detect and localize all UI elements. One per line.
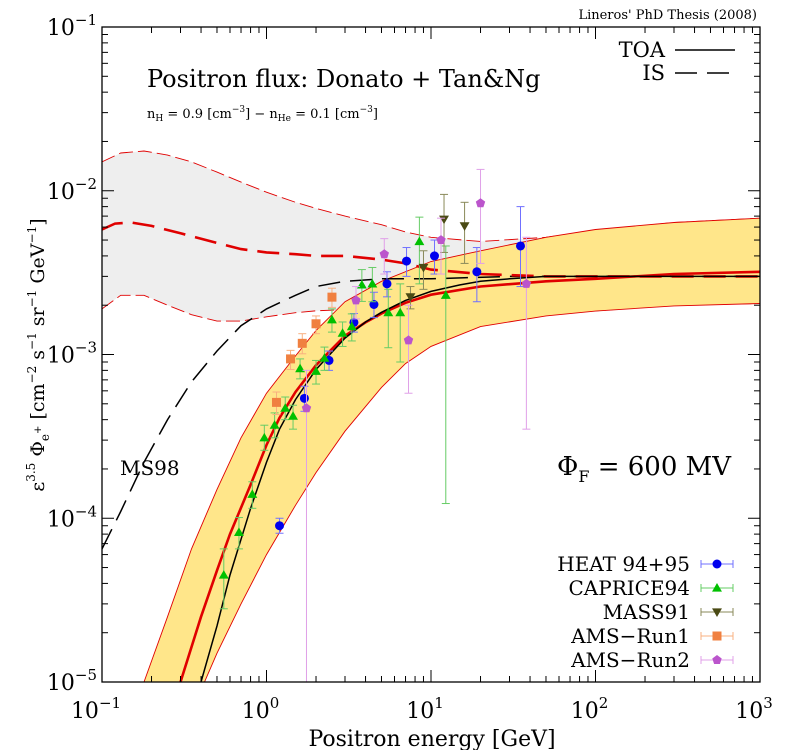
data-point [440, 290, 451, 299]
chart-subtitle: nH = 0.9 [cm−3] − nHe = 0.1 [cm−3] [147, 105, 378, 124]
data-point [337, 328, 348, 337]
data-point [515, 241, 525, 251]
data-point [275, 521, 285, 531]
toa-uncertainty-band-lower-edge [204, 303, 760, 682]
legend-marker [712, 559, 722, 569]
y-axis-label: ε3.5 Φe+ [cm−2 s−1 sr−1 GeV−1] [24, 218, 52, 491]
series-heat-94-95 [275, 206, 525, 534]
x-tick-label: 101 [406, 694, 444, 724]
data-point [288, 411, 298, 420]
y-tick-label: 10−3 [47, 339, 97, 369]
legend-label: HEAT 94+95 [557, 552, 690, 576]
line-legend: TOA IS [619, 38, 735, 85]
data-point [521, 278, 532, 288]
data-point [346, 321, 357, 331]
data-point [383, 307, 394, 317]
series-ams-run1 [271, 287, 337, 416]
series-caprice94 [218, 216, 451, 610]
toa-uncertainty-band-upper-edge [143, 217, 760, 682]
x-axis-label: Positron energy [GeV] [308, 727, 555, 750]
data-point [459, 222, 470, 231]
data-points [218, 168, 532, 682]
data-point [327, 292, 337, 302]
data-point [405, 293, 416, 302]
data-point [436, 235, 446, 244]
data-point [382, 279, 392, 289]
legend-marker [712, 583, 722, 592]
axis-ticks: 10−1 100 101 102 103 10−5 10−4 10−3 10−2 10−1 [47, 11, 773, 724]
legend-marker [712, 655, 722, 664]
data-point [280, 403, 291, 412]
credit-text: Lineros' PhD Thesis (2008) [578, 8, 757, 23]
data-point [299, 393, 309, 403]
data-point [269, 420, 280, 429]
data-point [379, 249, 389, 259]
data-point [311, 319, 321, 329]
data-point [319, 353, 330, 362]
legend-label: MASS91 [603, 600, 690, 624]
legend-toa-label: TOA [619, 38, 666, 62]
chart-title: Positron flux: Donato + Tan&Ng [147, 65, 541, 93]
data-point [402, 256, 412, 266]
data-point [429, 251, 439, 261]
legend-marker [712, 608, 722, 617]
data-point [369, 299, 379, 309]
data-point [475, 198, 486, 208]
data-point [247, 489, 258, 498]
phi-f-annotation: ΦF = 600 MV [557, 452, 732, 486]
x-tick-label: 102 [571, 694, 609, 724]
legend-marker [712, 631, 722, 641]
series-ams-run2 [301, 168, 532, 682]
legend-label: CAPRICE94 [568, 576, 690, 600]
data-point [395, 307, 406, 317]
legend-label: AMS−Run2 [570, 648, 690, 672]
data-point [233, 527, 244, 536]
y-tick-label: 10−1 [47, 11, 97, 41]
legend-label: AMS−Run1 [570, 624, 690, 648]
data-point [403, 335, 414, 345]
data-point [218, 570, 229, 579]
legend-is-label: IS [642, 61, 665, 85]
data-point [259, 432, 270, 442]
data-point [311, 366, 321, 375]
data-point [472, 267, 482, 277]
data-point [351, 295, 361, 305]
data-point [418, 263, 429, 273]
is-curve-red [102, 221, 760, 278]
data-point [414, 236, 425, 246]
data-point [301, 403, 312, 413]
y-tick-label: 10−2 [47, 175, 97, 205]
ms98-label: MS98 [120, 456, 180, 480]
x-tick-label: 103 [735, 694, 773, 724]
data-point [327, 314, 337, 324]
x-tick-label: 100 [242, 694, 280, 724]
y-tick-label: 10−4 [47, 502, 97, 532]
data-point [367, 278, 378, 288]
data-point [286, 354, 296, 364]
data-legend: HEAT 94+95CAPRICE94MASS91AMS−Run1AMS−Run… [557, 552, 734, 672]
y-tick-label: 10−5 [47, 666, 97, 696]
data-point [297, 338, 307, 348]
x-tick-label: 10−1 [71, 694, 121, 724]
data-point [271, 397, 281, 407]
